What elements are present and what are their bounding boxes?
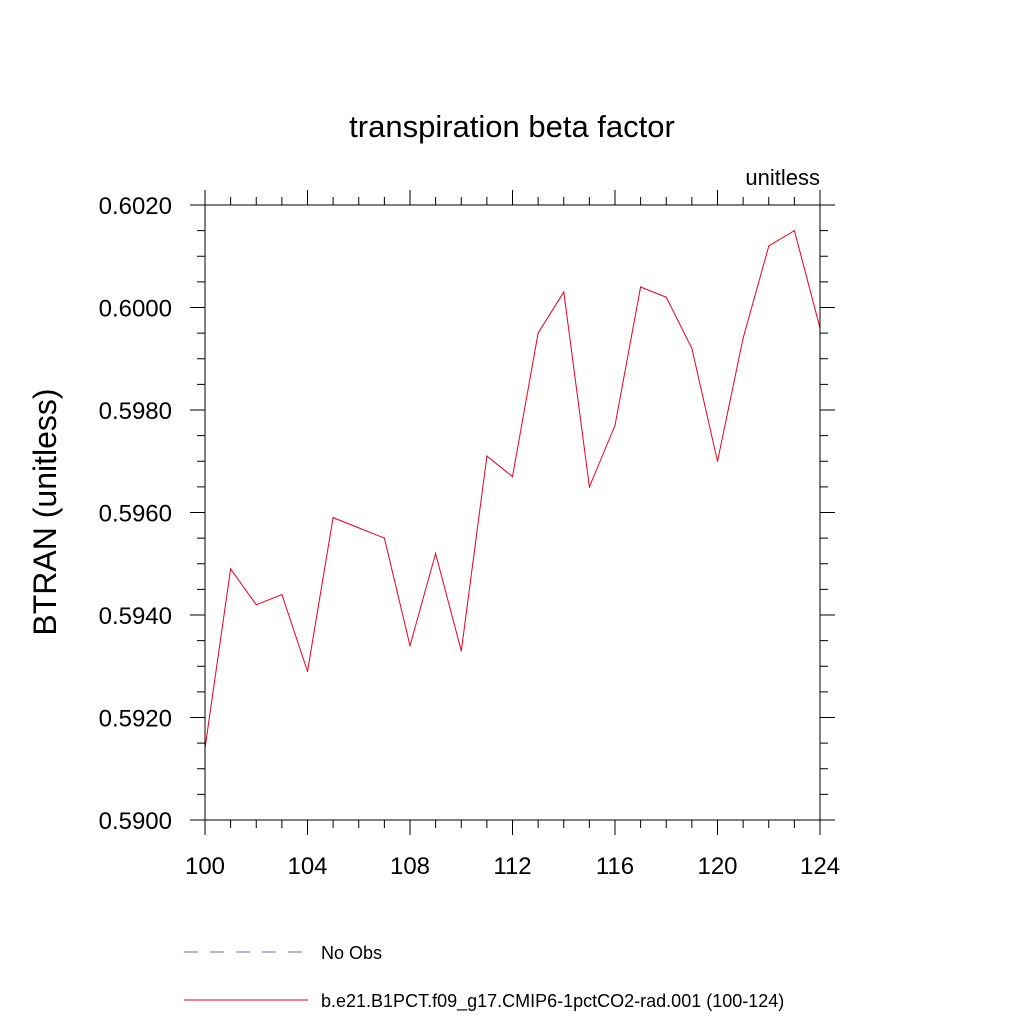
- data-point: [742, 337, 744, 339]
- data-point: [768, 245, 770, 247]
- data-point: [563, 291, 565, 293]
- data-point: [281, 593, 283, 596]
- chart-title: transpiration beta factor: [349, 109, 675, 144]
- legend-label: b.e21.B1PCT.f09_g17.CMIP6-1pctCO2-rad.00…: [321, 991, 784, 1012]
- y-tick-label: 0.5960: [99, 501, 172, 528]
- y-tick-label: 0.5940: [99, 603, 172, 630]
- data-point: [691, 347, 693, 350]
- data-point: [383, 537, 385, 539]
- series-line: [204, 229, 821, 749]
- axis-ticks: 100 104 108 112 116 120 124 0.5900 0.5920 0.5940 0…: [99, 190, 840, 880]
- data-point: [486, 455, 488, 457]
- y-tick-label: 0.5900: [99, 808, 172, 835]
- data-point: [230, 568, 232, 570]
- x-tick-label: 120: [697, 853, 737, 880]
- legend-label: No Obs: [321, 943, 382, 963]
- data-point: [793, 230, 795, 232]
- data-point: [255, 604, 257, 606]
- legend: No Obs b.e21.B1PCT.f09_g17.CMIP6-1pctCO2-…: [184, 943, 784, 1012]
- data-point: [358, 527, 360, 529]
- data-point: [409, 645, 411, 647]
- data-point: [640, 286, 642, 288]
- y-tick-label: 0.5980: [99, 398, 172, 425]
- x-tick-label: 108: [390, 853, 430, 880]
- data-point: [460, 650, 462, 652]
- y-axis-label: BTRAN (unitless): [27, 388, 63, 635]
- data-point: [306, 670, 309, 672]
- data-point: [588, 486, 590, 488]
- y-tick-label: 0.5920: [99, 706, 172, 733]
- data-point: [332, 517, 334, 519]
- x-tick-label: 116: [596, 853, 634, 880]
- y-tick-label: 0.6020: [99, 193, 172, 220]
- x-tick-label: 124: [800, 853, 840, 880]
- data-point: [435, 552, 437, 555]
- plot-frame: [204, 204, 821, 821]
- units-label: unitless: [745, 165, 820, 190]
- x-tick-label: 104: [287, 853, 327, 880]
- series-lines: [204, 229, 821, 749]
- data-point: [716, 460, 719, 462]
- data-point: [511, 476, 514, 478]
- data-point: [614, 424, 616, 426]
- data-point: [537, 332, 539, 334]
- x-tick-label: 100: [185, 853, 225, 880]
- y-tick-label: 0.6000: [99, 296, 172, 323]
- data-point: [665, 296, 667, 298]
- x-tick-label: 112: [493, 853, 531, 880]
